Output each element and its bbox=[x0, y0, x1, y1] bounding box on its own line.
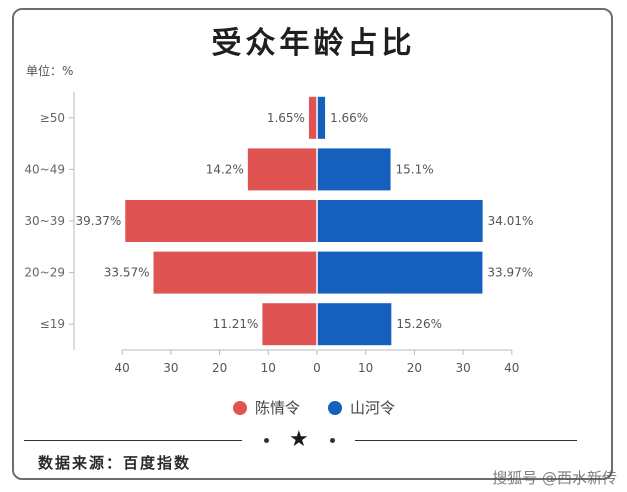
x-tick-label: 20 bbox=[407, 361, 422, 375]
legend-swatch-right bbox=[328, 400, 342, 415]
chart-card bbox=[12, 8, 613, 480]
x-tick-label: 40 bbox=[115, 361, 130, 375]
x-tick-label: 40 bbox=[504, 361, 519, 375]
data-label-left: 1.65% bbox=[267, 111, 305, 125]
data-label-right: 1.66% bbox=[330, 111, 368, 125]
bar-right bbox=[317, 251, 483, 294]
y-tick-label: ≤19 bbox=[40, 317, 65, 331]
legend-label-right: 山河令 bbox=[350, 399, 396, 417]
star-icon: ★ bbox=[289, 427, 309, 452]
data-label-right: 34.01% bbox=[488, 214, 534, 228]
legend: 陈情令 山河令 bbox=[0, 397, 627, 417]
divider-right bbox=[355, 440, 577, 441]
bar-left bbox=[262, 303, 317, 346]
x-tick-label: 10 bbox=[261, 361, 276, 375]
x-tick-label: 30 bbox=[163, 361, 178, 375]
divider-dot-right bbox=[330, 438, 335, 443]
y-tick-label: 30~39 bbox=[24, 214, 65, 228]
data-label-left: 11.21% bbox=[213, 317, 259, 331]
legend-swatch-left bbox=[233, 400, 247, 415]
bar-left bbox=[308, 96, 317, 139]
legend-label-left: 陈情令 bbox=[255, 399, 301, 417]
x-tick-label: 0 bbox=[313, 361, 321, 375]
watermark: 搜狐号 @西水新传 bbox=[492, 469, 617, 487]
divider-dot-left bbox=[264, 438, 269, 443]
bar-right bbox=[317, 200, 483, 242]
data-label-right: 33.97% bbox=[487, 266, 533, 280]
data-label-left: 39.37% bbox=[76, 214, 122, 228]
bar-left bbox=[153, 251, 317, 294]
unit-label: 单位：% bbox=[26, 64, 74, 78]
bar-right bbox=[317, 303, 392, 346]
data-source: 数据来源：百度指数 bbox=[38, 454, 192, 472]
chart-title: 受众年龄占比 bbox=[211, 26, 416, 61]
bar-left bbox=[125, 200, 317, 242]
bar-right bbox=[317, 148, 391, 191]
bar-right bbox=[317, 96, 326, 139]
x-tick-label: 30 bbox=[455, 361, 470, 375]
x-tick-label: 10 bbox=[358, 361, 373, 375]
legend-item-right[interactable]: 山河令 bbox=[328, 397, 395, 418]
data-label-left: 33.57% bbox=[104, 266, 150, 280]
legend-item-left[interactable]: 陈情令 bbox=[233, 397, 300, 418]
data-label-left: 14.2% bbox=[206, 162, 244, 176]
data-label-right: 15.26% bbox=[396, 317, 442, 331]
data-label-right: 15.1% bbox=[396, 162, 434, 176]
y-tick-label: ≥50 bbox=[40, 111, 65, 125]
divider-left bbox=[24, 440, 242, 441]
y-tick-label: 20~29 bbox=[24, 266, 65, 280]
y-tick-label: 40~49 bbox=[24, 162, 65, 176]
x-tick-label: 20 bbox=[212, 361, 227, 375]
bar-left bbox=[247, 148, 317, 191]
